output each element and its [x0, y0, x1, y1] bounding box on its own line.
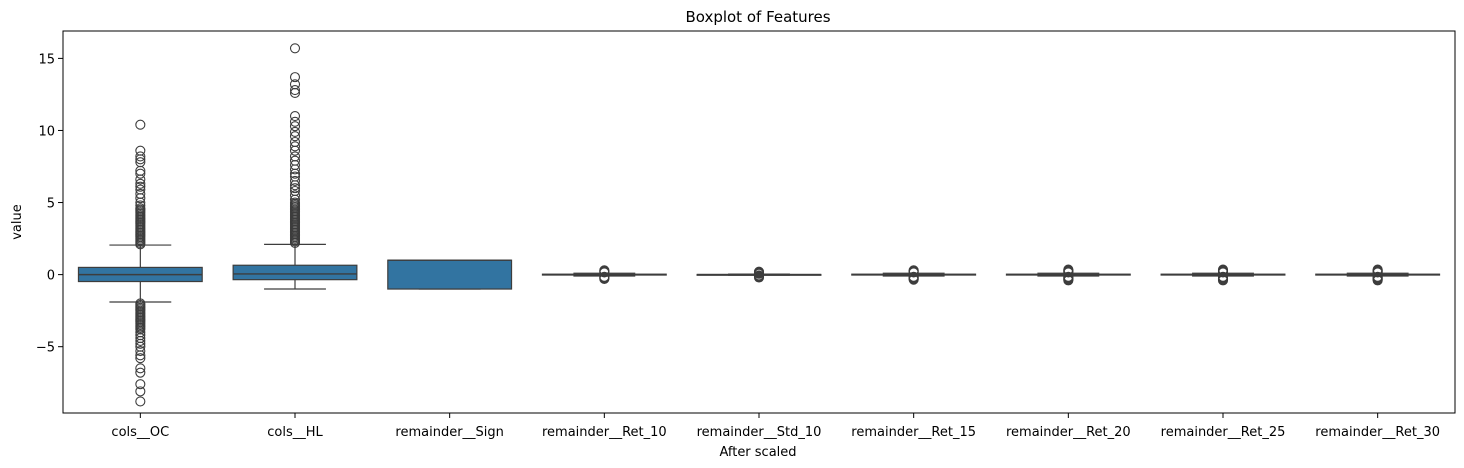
y-tick-label: 5: [47, 197, 55, 212]
box-remainder__Ret_25: [1160, 264, 1286, 286]
outlier-point: [135, 379, 146, 390]
outlier-point: [908, 265, 919, 276]
box-body: [232, 264, 358, 281]
outlier-point: [135, 350, 146, 361]
outlier-point: [135, 200, 146, 211]
outlier-point: [135, 157, 146, 168]
box-body: [387, 259, 513, 290]
box-remainder__Ret_15: [851, 265, 977, 285]
outlier-point: [1372, 264, 1383, 275]
box-remainder__Ret_20: [1005, 264, 1131, 286]
box-remainder__Ret_10: [541, 265, 667, 284]
chart-title: Boxplot of Features: [685, 8, 830, 26]
outlier-point: [289, 72, 301, 83]
x-tick-label: cols__HL: [267, 425, 323, 440]
outlier-point: [135, 367, 146, 378]
outlier-point: [135, 119, 146, 130]
outlier-point: [135, 338, 146, 349]
outlier-point: [289, 85, 301, 96]
outlier-point: [289, 79, 301, 90]
outlier-point: [135, 178, 146, 189]
outlier-point: [289, 136, 301, 148]
outlier-point: [135, 188, 146, 199]
outlier-point: [1063, 264, 1074, 275]
outlier-point: [135, 396, 146, 407]
box-remainder__Std_10: [696, 266, 822, 283]
outlier-point: [753, 266, 765, 277]
outlier-point: [1217, 271, 1229, 282]
outlier-point: [289, 131, 301, 142]
outlier-point: [289, 190, 301, 201]
box-cols__OC: [77, 119, 203, 407]
x-tick-label: remainder__Sign: [395, 425, 504, 440]
outlier-point: [1063, 271, 1074, 282]
outlier-point: [135, 363, 146, 374]
outlier-point: [289, 185, 301, 197]
x-axis-title: After scaled: [719, 445, 796, 460]
outlier-point: [135, 151, 146, 162]
outlier-point: [599, 271, 610, 282]
outlier-point: [289, 197, 301, 208]
x-tick-label: cols__OC: [111, 425, 169, 440]
outlier-point: [135, 145, 146, 156]
x-tick-label: remainder__Ret_30: [1315, 425, 1440, 440]
outlier-point: [135, 345, 146, 357]
outlier-point: [289, 121, 301, 132]
outlier-point: [289, 116, 301, 127]
outlier-point: [135, 335, 146, 346]
outlier-point: [1372, 271, 1383, 282]
outlier-point: [289, 110, 301, 122]
outlier-point: [135, 386, 146, 397]
y-tick-label: 0: [47, 269, 55, 284]
outlier-point: [289, 183, 301, 194]
outlier-point: [289, 126, 301, 137]
outlier-point: [289, 151, 301, 162]
x-tick-label: remainder__Ret_15: [851, 425, 976, 440]
outlier-point: [135, 353, 146, 364]
outlier-point: [289, 175, 301, 186]
box-remainder__Ret_30: [1315, 264, 1441, 286]
outlier-point: [908, 271, 919, 282]
y-axis-title: value: [10, 204, 25, 240]
y-tick-label: −5: [36, 341, 55, 356]
outlier-point: [289, 43, 301, 54]
x-tick-label: remainder__Std_10: [697, 425, 822, 440]
y-tick-label: 10: [38, 124, 55, 139]
outlier-point: [135, 168, 146, 179]
plot-area: [77, 43, 1441, 407]
outlier-point: [289, 141, 301, 152]
outlier-point: [1217, 264, 1229, 275]
box-cols__HL: [232, 43, 358, 290]
outlier-point: [135, 181, 146, 192]
outlier-point: [289, 171, 301, 182]
x-axis: cols__OC cols__HL remainder__Sign remainder…: [111, 413, 1440, 440]
x-tick-label: remainder__Ret_10: [542, 425, 667, 440]
y-tick-label: 15: [38, 52, 55, 67]
y-axis: −5 0 5 10 15: [36, 52, 63, 356]
outlier-point: [135, 184, 146, 195]
x-tick-label: remainder__Ret_20: [1006, 425, 1131, 440]
outlier-point: [599, 265, 610, 276]
box-remainder__Sign: [387, 259, 513, 290]
outlier-point: [289, 155, 301, 166]
x-tick-label: remainder__Ret_25: [1161, 425, 1286, 440]
outlier-point: [135, 203, 146, 214]
